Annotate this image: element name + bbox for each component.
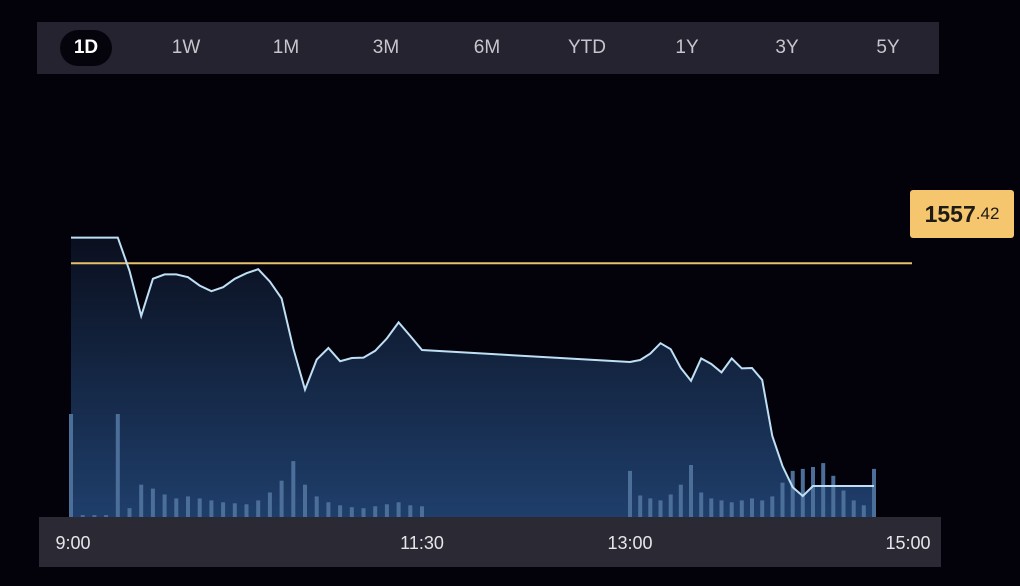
volume-bar <box>811 467 815 520</box>
volume-bar <box>790 470 795 520</box>
volume-bar <box>668 494 673 520</box>
volume-bar <box>648 498 653 520</box>
range-selector: 1D 1W 1M 3M 6M YTD 1Y 3Y 5Y <box>37 22 939 74</box>
range-tab-1w[interactable]: 1W <box>171 37 201 58</box>
volume-bar <box>69 414 73 520</box>
price-area <box>71 237 874 520</box>
volume-bar <box>279 480 284 520</box>
volume-bar <box>303 484 307 520</box>
volume-bar <box>326 502 331 520</box>
volume-bar <box>384 504 389 520</box>
volume-bar <box>729 502 734 520</box>
volume-bar <box>821 463 826 520</box>
volume-bar <box>739 500 744 520</box>
range-tab-1y[interactable]: 1Y <box>675 37 699 58</box>
volume-bar <box>150 488 155 520</box>
volume-bar <box>221 502 226 520</box>
volume-bar <box>209 500 214 520</box>
volume-bar <box>338 505 343 520</box>
range-tab-5y[interactable]: 5Y <box>876 37 900 58</box>
volume-bar <box>115 414 120 520</box>
volume-bar <box>638 495 643 520</box>
volume-bar <box>709 498 714 520</box>
time-axis: 9:00 11:30 13:00 15:00 <box>39 517 941 567</box>
volume-bar <box>162 494 167 520</box>
volume-bar <box>174 498 179 520</box>
price-line <box>71 236 874 498</box>
volume-bar <box>861 505 866 520</box>
volume-bar <box>678 484 683 520</box>
volume-bar <box>841 490 846 520</box>
volume-bar <box>800 468 805 520</box>
volume-bar <box>232 503 237 520</box>
x-tick-label: 9:00 <box>55 533 91 553</box>
volume-bar <box>780 482 785 520</box>
volume-bar <box>689 465 693 520</box>
volume-bar <box>872 468 876 520</box>
volume-bar <box>699 492 704 520</box>
volume-bar <box>770 496 775 520</box>
current-price-label: 1557.42 <box>910 190 1014 238</box>
volume-bar <box>349 507 354 520</box>
volume-bar <box>760 500 765 520</box>
price-integer: 1557 <box>924 200 976 227</box>
volume-bar <box>186 496 190 520</box>
volume-bar <box>658 500 663 520</box>
volume-bar <box>851 500 856 520</box>
range-tab-ytd[interactable]: YTD <box>568 37 606 58</box>
price-decimal: .42 <box>975 204 1000 223</box>
volume-bar <box>244 504 249 520</box>
volume-bar <box>396 502 401 520</box>
volume-bar <box>408 505 413 520</box>
range-tab-6m[interactable]: 6M <box>473 37 501 58</box>
range-tab-1d[interactable]: 1D <box>60 30 112 66</box>
volume-bar <box>291 461 296 520</box>
range-tab-3m[interactable]: 3M <box>372 37 400 58</box>
x-tick-label: 11:30 <box>400 533 444 553</box>
volume-bar <box>628 470 632 520</box>
volume-bar <box>127 508 132 520</box>
volume-bar <box>719 500 724 520</box>
x-tick-label: 13:00 <box>607 533 653 553</box>
volume-bar <box>420 506 424 520</box>
range-tab-1m[interactable]: 1M <box>272 37 300 58</box>
volume-bar <box>373 506 378 520</box>
volume-bar <box>750 498 754 520</box>
volume-bar <box>267 492 272 520</box>
volume-bar <box>831 475 836 520</box>
volume-bar <box>197 498 202 520</box>
volume-bar <box>361 508 366 520</box>
volume-bar <box>256 500 261 520</box>
volume-bar <box>139 484 144 520</box>
volume-bar <box>314 496 319 520</box>
range-tab-3y[interactable]: 3Y <box>775 37 799 58</box>
x-tick-label: 15:00 <box>885 533 931 553</box>
